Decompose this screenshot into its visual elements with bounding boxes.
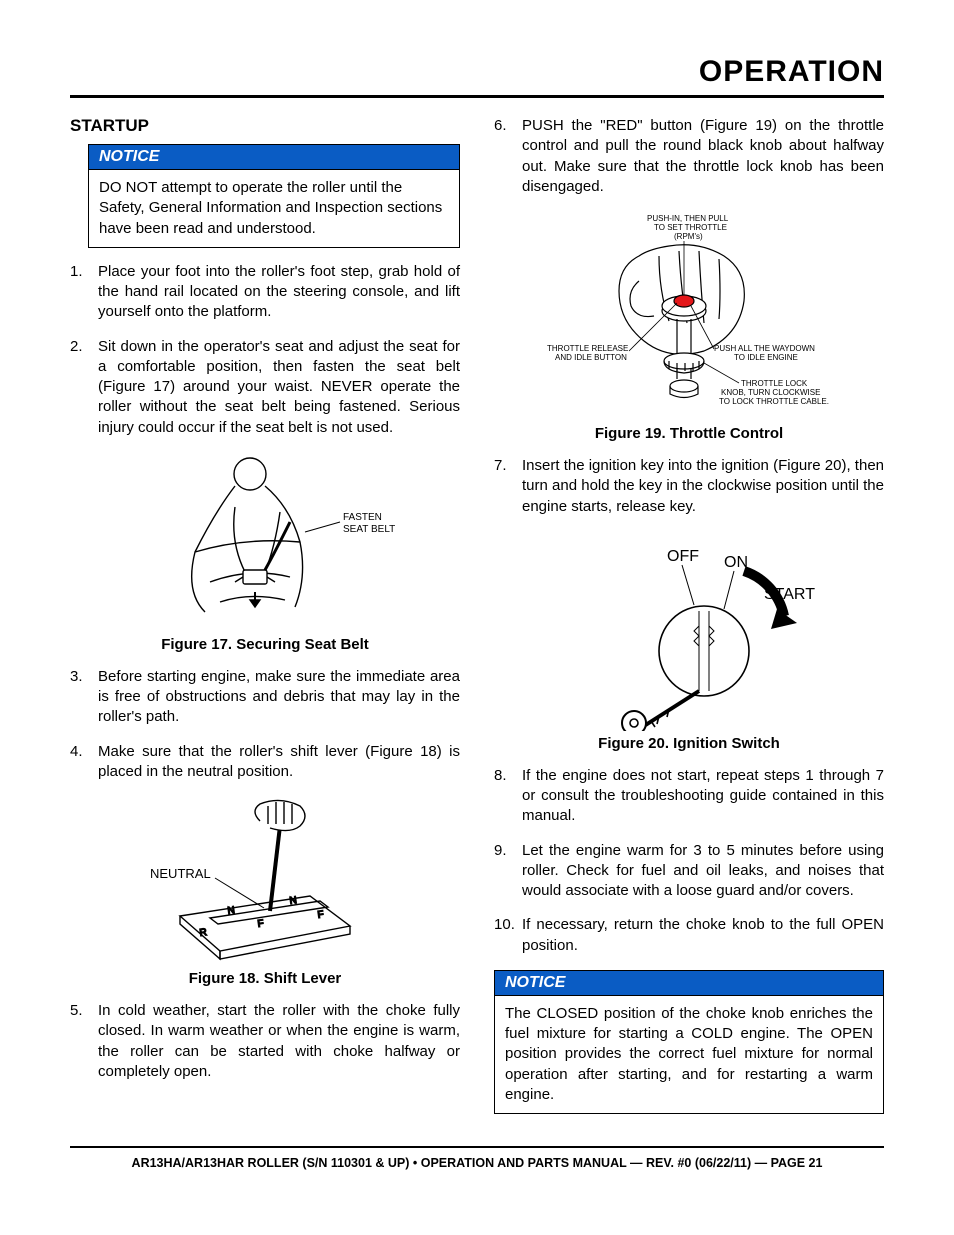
figure-19-caption: Figure 19. Throttle Control — [494, 425, 884, 442]
steps-list-left-2: Before starting engine, make sure the im… — [70, 667, 460, 782]
figure-19: PUSH-IN, THEN PULL TO SET THROTTLE (RPM'… — [494, 211, 884, 442]
notice-box-bottom: NOTICE The CLOSED position of the choke … — [494, 970, 884, 1114]
notice-header: NOTICE — [89, 145, 459, 170]
figure-17: FASTEN SEAT BELT Figure 17. Securing Sea… — [70, 452, 460, 653]
fig19-top-1: PUSH-IN, THEN PULL — [647, 214, 729, 223]
fig18-neutral-label: NEUTRAL — [150, 866, 211, 881]
page-title: OPERATION — [70, 55, 884, 89]
svg-text:R: R — [199, 927, 208, 939]
fig20-on: ON — [724, 554, 748, 571]
page-header: OPERATION — [70, 55, 884, 98]
step-2: Sit down in the operator's seat and adju… — [70, 337, 460, 438]
shift-lever-illustration: N N R F F NEUTRAL — [140, 796, 390, 966]
page-footer: AR13HA/AR13HAR ROLLER (S/N 110301 & UP) … — [70, 1146, 884, 1170]
svg-text:N: N — [289, 895, 298, 907]
fig17-label-line2: SEAT BELT — [343, 524, 395, 535]
step-5: In cold weather, start the roller with t… — [70, 1001, 460, 1082]
fig20-off: OFF — [667, 548, 699, 565]
steps-list-right-2: Insert the ignition key into the ignitio… — [494, 456, 884, 517]
seatbelt-illustration: FASTEN SEAT BELT — [135, 452, 395, 632]
step-7: Insert the ignition key into the ignitio… — [494, 456, 884, 517]
step-1: Place your foot into the roller's foot s… — [70, 262, 460, 323]
step-9: Let the engine warm for 3 to 5 minutes b… — [494, 841, 884, 902]
fig19-lock-1: THROTTLE LOCK — [741, 379, 808, 388]
fig20-start: START — [764, 586, 815, 603]
figure-17-caption: Figure 17. Securing Seat Belt — [70, 636, 460, 653]
steps-list-right-1: PUSH the "RED" button (Figure 19) on the… — [494, 116, 884, 197]
steps-list-right-3: If the engine does not start, repeat ste… — [494, 766, 884, 956]
steps-list-left-3: In cold weather, start the roller with t… — [70, 1001, 460, 1082]
notice-body-bottom: The CLOSED position of the choke knob en… — [495, 996, 883, 1113]
step-10: If necessary, return the choke knob to t… — [494, 915, 884, 956]
fig19-left-2: AND IDLE BUTTON — [555, 353, 627, 362]
step-8: If the engine does not start, repeat ste… — [494, 766, 884, 827]
notice-box-top: NOTICE DO NOT attempt to operate the rol… — [88, 144, 460, 248]
right-column: PUSH the "RED" button (Figure 19) on the… — [494, 116, 884, 1128]
notice-header-bottom: NOTICE — [495, 971, 883, 996]
content-columns: STARTUP NOTICE DO NOT attempt to operate… — [70, 116, 884, 1128]
step-4: Make sure that the roller's shift lever … — [70, 742, 460, 783]
fig19-right-2: TO IDLE ENGINE — [734, 353, 798, 362]
fig19-lock-3: TO LOCK THROTTLE CABLE. — [719, 397, 829, 406]
steps-list-left: Place your foot into the roller's foot s… — [70, 262, 460, 438]
ignition-illustration: OFF ON START — [549, 531, 829, 731]
notice-body: DO NOT attempt to operate the roller unt… — [89, 170, 459, 247]
fig19-right-1: PUSH ALL THE WAYDOWN — [714, 344, 815, 353]
figure-20: OFF ON START Figure 20. Ignition Switch — [494, 531, 884, 752]
fig17-label-line1: FASTEN — [343, 512, 382, 523]
step-3: Before starting engine, make sure the im… — [70, 667, 460, 728]
figure-18: N N R F F NEUTRAL Figure 18. Shift Lever — [70, 796, 460, 987]
throttle-illustration: PUSH-IN, THEN PULL TO SET THROTTLE (RPM'… — [519, 211, 859, 421]
section-title-startup: STARTUP — [70, 116, 460, 136]
left-column: STARTUP NOTICE DO NOT attempt to operate… — [70, 116, 460, 1128]
figure-18-caption: Figure 18. Shift Lever — [70, 970, 460, 987]
figure-20-caption: Figure 20. Ignition Switch — [494, 735, 884, 752]
step-6: PUSH the "RED" button (Figure 19) on the… — [494, 116, 884, 197]
svg-text:N: N — [227, 905, 236, 917]
fig19-top-2: TO SET THROTTLE — [654, 223, 727, 232]
fig19-top-3: (RPM's) — [674, 232, 703, 241]
fig19-left-1: THROTTLE RELEASE — [547, 344, 628, 353]
fig19-lock-2: KNOB, TURN CLOCKWISE — [721, 388, 820, 397]
